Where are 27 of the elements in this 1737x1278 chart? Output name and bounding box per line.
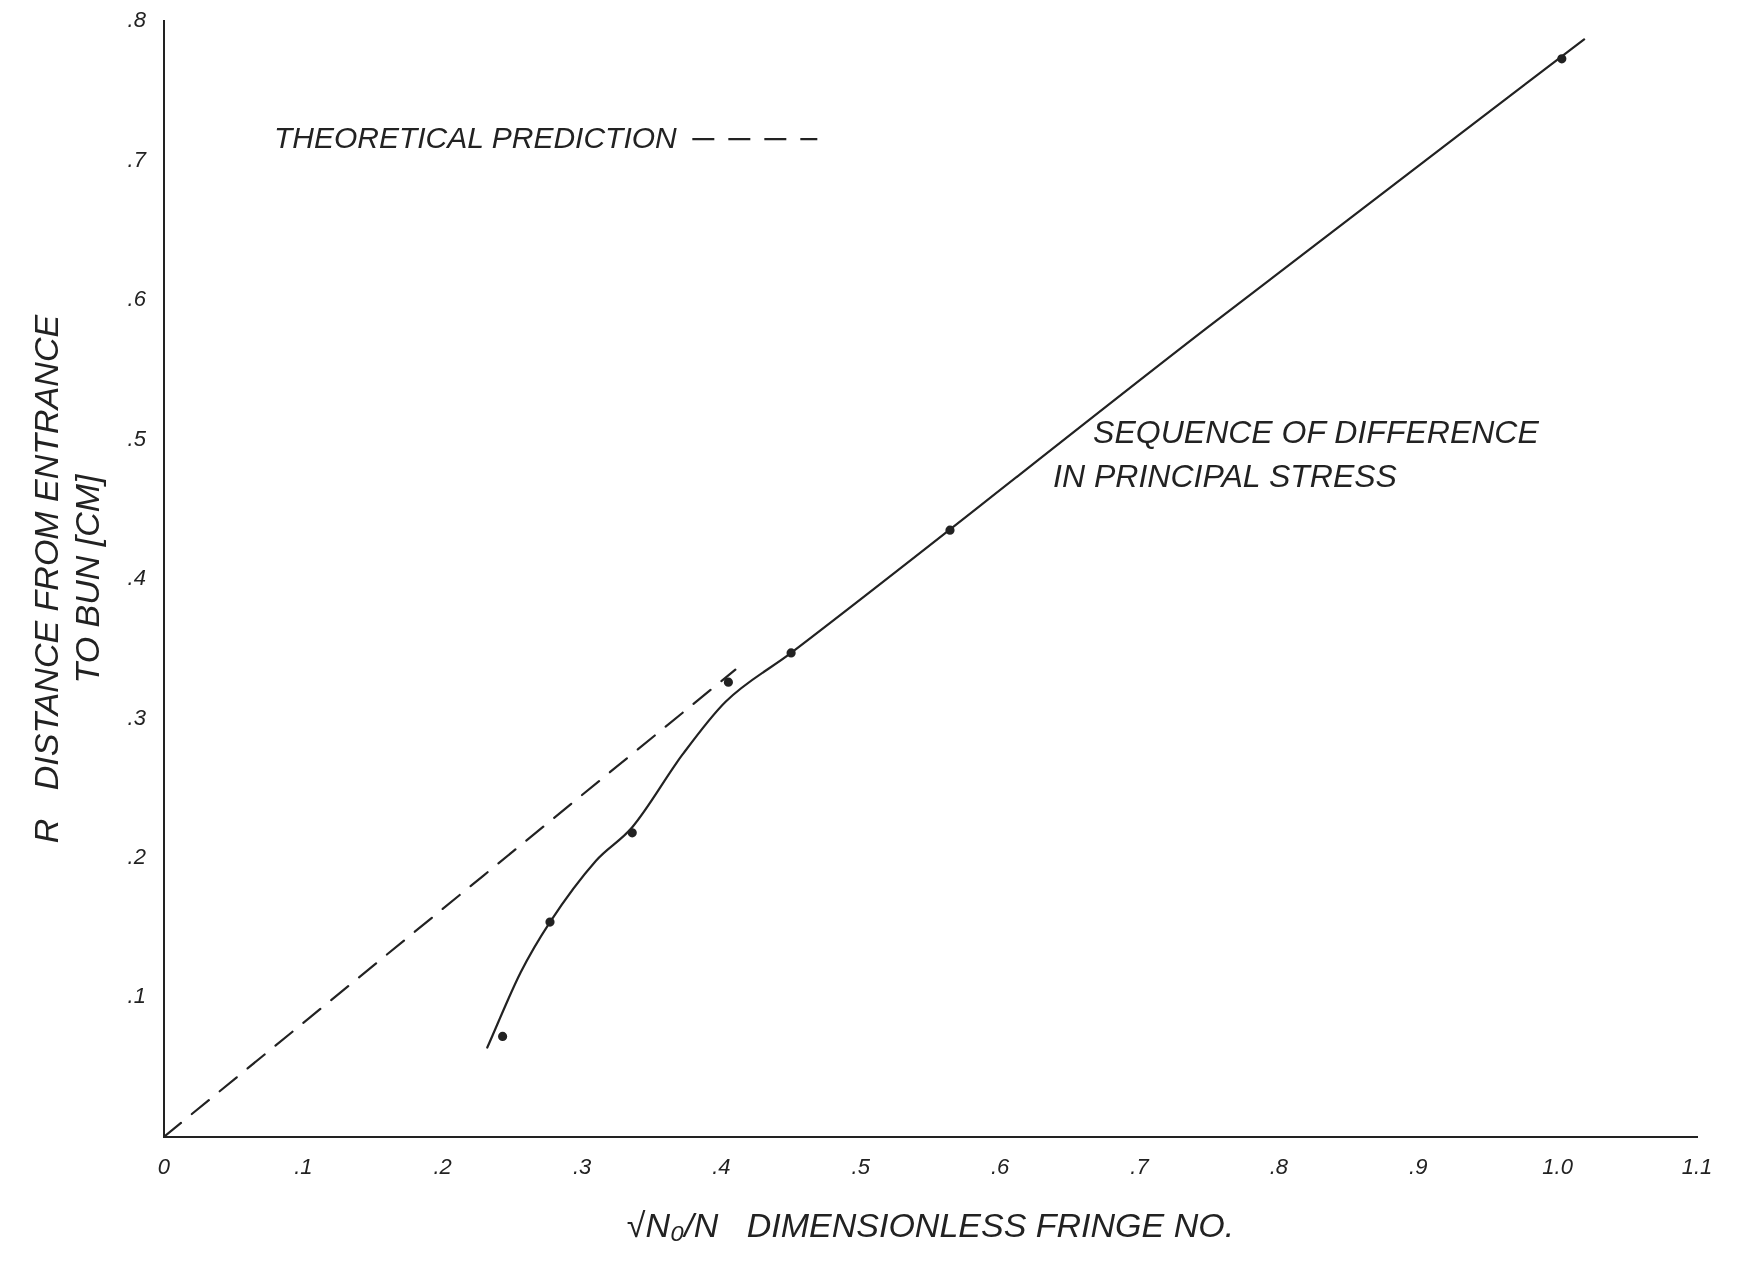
point bbox=[723, 677, 733, 687]
x-tick-label: .9 bbox=[1409, 1154, 1428, 1180]
x-axis-title: √N₀/N DIMENSIONLESS FRINGE NO. bbox=[626, 1206, 1235, 1245]
y-tick-label: .2 bbox=[127, 844, 146, 870]
line-series bbox=[486, 38, 1586, 1049]
x-tick-label: .6 bbox=[990, 1154, 1011, 1180]
point bbox=[498, 1031, 508, 1041]
x-tick-label: .7 bbox=[1130, 1154, 1150, 1180]
x-tick-label: .8 bbox=[1269, 1154, 1289, 1180]
y-tick-label: .3 bbox=[127, 704, 147, 730]
y-tick-label: .4 bbox=[127, 565, 146, 591]
x-tick-label: 1.0 bbox=[1542, 1154, 1574, 1180]
y-tick-label: .1 bbox=[127, 983, 146, 1009]
y-tick-label: .6 bbox=[127, 286, 147, 312]
x-tick-label: .5 bbox=[851, 1154, 871, 1180]
x-tick-label: 1.1 bbox=[1681, 1154, 1713, 1180]
y-tick-label: .7 bbox=[127, 146, 147, 172]
y-tick-label: .5 bbox=[127, 425, 147, 451]
x-tick-label: 0 bbox=[157, 1154, 171, 1180]
x-tick-label: .4 bbox=[712, 1154, 731, 1180]
legend-label: THEORETICAL PREDICTION bbox=[273, 120, 678, 154]
annotation: SEQUENCE OF DIFFERENCE IN PRINCIPAL STRESS bbox=[1053, 413, 1540, 494]
x-tick-label: .3 bbox=[572, 1154, 592, 1180]
x-tick-label: .2 bbox=[433, 1154, 452, 1180]
y-tick-label: .8 bbox=[127, 7, 147, 33]
y-axis-title: R DISTANCE FROM ENTRANCE TO BUN [CM] bbox=[26, 314, 106, 844]
x-tick-label: .1 bbox=[294, 1154, 313, 1180]
